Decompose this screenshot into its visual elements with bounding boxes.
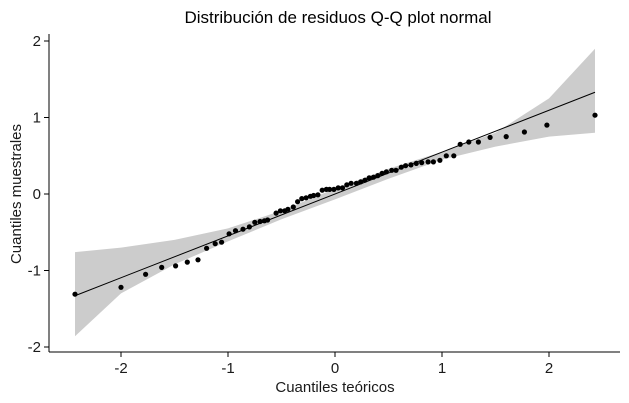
x-axis-label: Cuantiles teóricos <box>275 379 394 396</box>
data-point <box>503 134 509 140</box>
data-point <box>348 180 354 186</box>
data-point <box>232 228 239 234</box>
data-point <box>319 187 325 193</box>
data-point <box>466 139 472 145</box>
data-point <box>246 224 252 230</box>
y-axis-label: Cuantiles muestrales <box>8 124 25 264</box>
data-point <box>339 185 346 191</box>
data-point <box>295 199 301 205</box>
data-point <box>425 159 431 165</box>
data-point <box>195 257 201 263</box>
data-point <box>430 159 436 165</box>
confidence-band <box>75 48 595 337</box>
data-point <box>393 167 399 173</box>
data-point <box>257 218 263 225</box>
data-point <box>143 271 149 277</box>
data-point <box>204 245 210 251</box>
data-point <box>366 175 372 181</box>
data-point <box>443 153 449 159</box>
data-point <box>273 210 279 216</box>
y-tick-label: -1 <box>28 263 41 280</box>
data-point <box>344 182 350 188</box>
reference-line <box>74 91 596 297</box>
data-points <box>72 112 598 297</box>
data-point <box>451 153 457 159</box>
data-point <box>173 263 179 269</box>
data-point <box>353 180 359 186</box>
data-point <box>303 195 309 201</box>
data-point <box>290 204 296 210</box>
x-tick-label: -1 <box>221 360 234 377</box>
y-tick-label: 0 <box>33 186 41 203</box>
data-point <box>437 157 443 163</box>
x-tick-label: 2 <box>545 360 553 377</box>
data-point <box>475 139 481 145</box>
data-point <box>398 164 404 170</box>
data-point <box>370 174 377 180</box>
data-point <box>358 179 364 185</box>
data-point <box>457 141 463 147</box>
data-point <box>299 196 305 202</box>
reference-line-segment <box>74 91 596 297</box>
data-point <box>419 160 425 166</box>
x-axis-ticks: -2 -1 0 1 2 <box>114 352 553 377</box>
chart-title: Distribución de residuos Q-Q plot normal <box>184 8 491 27</box>
data-point <box>544 122 550 128</box>
data-point <box>226 231 232 237</box>
x-tick-label: 1 <box>438 360 446 377</box>
data-point <box>521 129 528 135</box>
data-point <box>413 160 419 166</box>
data-point <box>379 170 385 176</box>
data-point <box>403 163 409 169</box>
data-point <box>389 167 395 173</box>
data-point <box>159 264 165 270</box>
data-point <box>327 186 333 192</box>
data-point <box>212 241 218 247</box>
data-point <box>592 112 598 118</box>
confidence-band-area <box>75 48 595 337</box>
data-point <box>375 173 381 179</box>
y-tick-label: 2 <box>33 33 41 50</box>
data-point <box>315 192 321 198</box>
data-point <box>118 284 124 290</box>
data-point <box>184 259 190 265</box>
data-point <box>408 162 414 168</box>
data-point <box>311 192 317 199</box>
data-point <box>277 208 283 214</box>
data-point <box>252 219 258 225</box>
data-point <box>240 226 246 232</box>
data-point <box>362 177 368 183</box>
data-point <box>335 185 341 191</box>
y-tick-label: 1 <box>33 110 41 127</box>
data-point <box>72 291 78 297</box>
x-tick-label: 0 <box>331 360 339 377</box>
y-axis-ticks: -2 -1 0 1 2 <box>28 33 49 356</box>
data-point <box>265 217 271 223</box>
data-point <box>331 186 337 192</box>
data-point <box>487 134 493 140</box>
data-point <box>285 206 291 212</box>
data-point <box>383 169 389 175</box>
y-tick-label: -2 <box>28 339 41 356</box>
x-tick-label: -2 <box>114 360 127 377</box>
data-point <box>219 239 225 245</box>
